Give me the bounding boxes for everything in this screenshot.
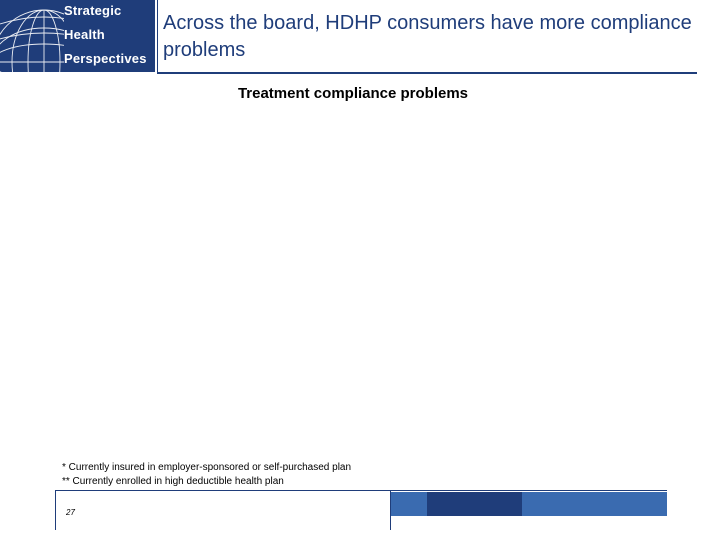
logo: Strategic Health Perspectives [0,0,155,72]
logo-text-line-3: Perspectives [64,51,147,66]
footer-color-block-3 [522,492,667,516]
footer-color-block-2 [427,492,522,516]
globe-icon [0,9,64,72]
chart-area [40,110,680,455]
header-divider-vertical [157,0,158,73]
footer-color-block-1 [391,492,427,516]
footnote-1: * Currently insured in employer-sponsore… [62,462,352,473]
logo-text-line-2: Health [64,27,105,42]
footer-middle-divider [390,490,391,530]
page-number: 27 [66,508,75,517]
footer-left-divider [55,490,56,530]
chart-title: Treatment compliance problems [237,85,469,102]
footnote-2: ** Currently enrolled in high deductible… [62,476,284,487]
footer-divider [55,490,667,491]
header-divider-horizontal [157,72,697,74]
logo-text-line-1: Strategic [64,3,122,18]
slide-title: Across the board, HDHP consumers have mo… [163,12,692,61]
